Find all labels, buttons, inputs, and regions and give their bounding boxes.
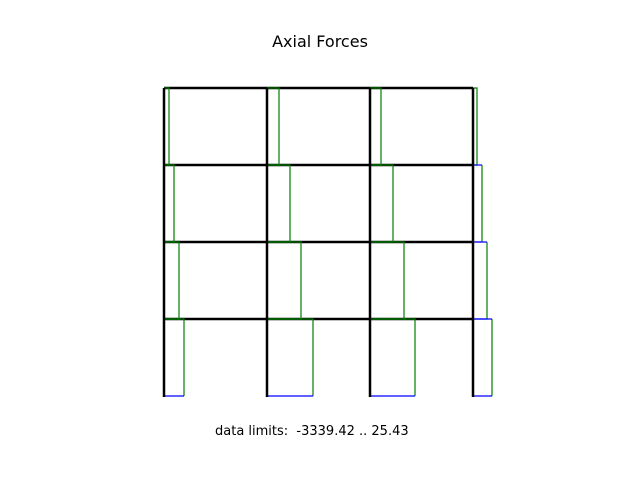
force-diagram-col3-story1 xyxy=(370,318,416,396)
force-diagram-col1-story1 xyxy=(164,318,185,396)
force-diagram-col2-story2 xyxy=(267,241,302,320)
data-limits-label: data limits: -3339.42 .. 25.43 xyxy=(215,424,409,439)
force-diagrams xyxy=(164,87,493,397)
force-diagram-col3-story3 xyxy=(370,164,394,243)
force-diagram-col3-story2 xyxy=(370,241,405,320)
frame-beams xyxy=(164,86,473,321)
frame-columns xyxy=(162,88,475,397)
force-diagram-col1-story2 xyxy=(164,241,180,320)
force-diagram-col2-story4 xyxy=(267,87,280,166)
force-diagram-col3-story4 xyxy=(370,87,382,166)
force-diagram-col2-story3 xyxy=(267,164,291,243)
force-diagram-col2-story1 xyxy=(267,318,314,396)
diagram-title: Axial Forces xyxy=(272,32,368,51)
force-diagram-col1-story3 xyxy=(164,164,175,243)
